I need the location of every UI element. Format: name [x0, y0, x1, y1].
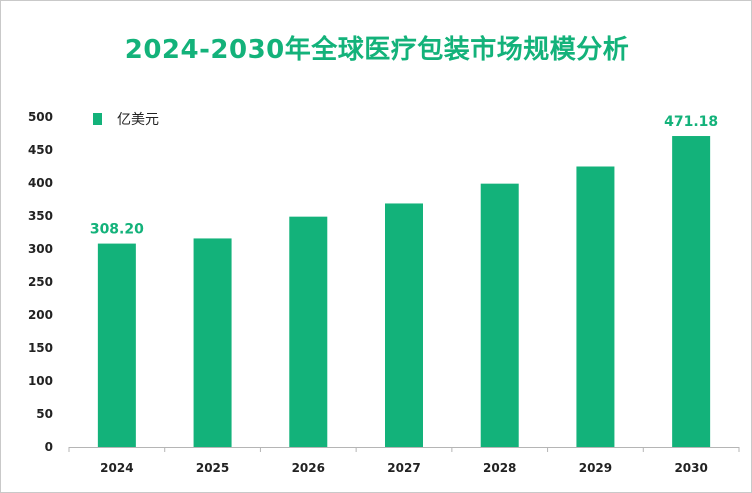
- y-tick-label: 350: [28, 209, 53, 223]
- chart-title: 2024-2030年全球医疗包装市场规模分析: [124, 35, 630, 65]
- bar-2028: [480, 183, 519, 447]
- bar-2026: [289, 216, 328, 447]
- bar-2029: [576, 166, 615, 447]
- x-tick-label-2025: 2025: [196, 461, 229, 475]
- y-tick-label: 150: [28, 341, 53, 355]
- y-tick-label: 0: [45, 440, 53, 454]
- data-label-2024: 308.20: [90, 222, 144, 238]
- y-tick-label: 100: [28, 374, 53, 388]
- bar-2025: [193, 238, 232, 447]
- x-tick-label-2024: 2024: [100, 461, 133, 475]
- x-tick-label-2027: 2027: [387, 461, 420, 475]
- x-tick-label-2026: 2026: [292, 461, 325, 475]
- x-tick-label-2028: 2028: [483, 461, 516, 475]
- bar-2030: [672, 136, 711, 448]
- y-tick-label: 200: [28, 308, 53, 322]
- bar-2027: [385, 203, 423, 447]
- y-tick-label: 400: [28, 176, 53, 190]
- y-tick-label: 250: [28, 275, 53, 289]
- y-tick-label: 450: [28, 143, 53, 157]
- bar-2024: [97, 243, 136, 447]
- y-tick-label: 300: [28, 242, 53, 256]
- y-tick-label: 500: [28, 110, 53, 124]
- x-tick-label-2029: 2029: [579, 461, 612, 475]
- legend-label: 亿美元: [117, 112, 159, 128]
- data-label-2030: 471.18: [664, 114, 718, 130]
- x-tick-label-2030: 2030: [674, 461, 707, 475]
- legend-swatch: [93, 113, 102, 125]
- y-tick-label: 50: [36, 407, 53, 421]
